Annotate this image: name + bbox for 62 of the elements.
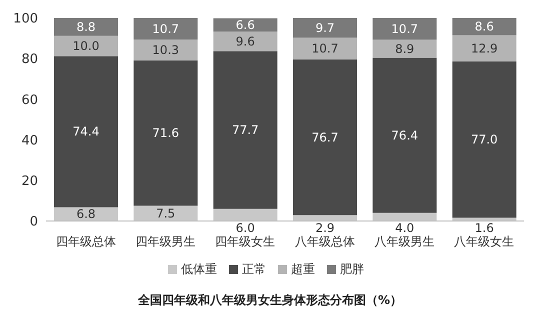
- data-label: 76.7: [312, 130, 338, 144]
- legend-label: 肥胖: [340, 261, 364, 278]
- x-tick-label: 四年级女生: [215, 234, 276, 249]
- x-tick-label: 四年级总体: [56, 234, 116, 249]
- data-label: 6.8: [76, 207, 96, 222]
- bar: [293, 38, 357, 60]
- x-tick-label: 八年级总体: [294, 234, 355, 249]
- data-label: 10.3: [152, 42, 180, 57]
- data-label: 9.6: [236, 34, 255, 48]
- bar: [134, 40, 198, 60]
- bar: [372, 40, 437, 58]
- data-label: 6.0: [236, 221, 255, 235]
- data-label: 8.6: [474, 20, 494, 34]
- data-label: 4.0: [395, 221, 414, 235]
- data-label: 10.7: [391, 22, 418, 36]
- legend-label: 正常: [242, 261, 266, 278]
- bar: [134, 60, 198, 206]
- bar: [134, 18, 198, 40]
- bar: [213, 18, 278, 32]
- data-label: 71.6: [152, 126, 180, 140]
- data-label: 10.0: [72, 39, 100, 54]
- data-label: 7.5: [156, 206, 176, 220]
- legend-label: 超重: [291, 261, 315, 278]
- y-tick-label: 0: [30, 214, 38, 230]
- x-tick-label: 八年级男生: [374, 234, 434, 249]
- data-label: 77.7: [232, 122, 259, 137]
- bar: [372, 212, 437, 221]
- y-tick-label: 60: [21, 92, 38, 108]
- bar: [452, 61, 516, 218]
- data-label: 10.7: [152, 22, 180, 36]
- data-label: 1.6: [474, 221, 494, 235]
- bar: [54, 56, 118, 208]
- bar: [452, 35, 516, 62]
- text: 全国四年级和八年级男女生身体形态分布图（%）: [136, 292, 404, 309]
- data-label: 8.8: [76, 20, 96, 34]
- y-tick-label: 20: [21, 174, 38, 190]
- bar: [213, 51, 278, 209]
- data-label: 2.9: [315, 221, 335, 235]
- bar: [293, 59, 357, 216]
- data-label: 12.9: [470, 41, 498, 56]
- bar: [293, 18, 357, 38]
- bar: [54, 18, 118, 36]
- data-label: 76.4: [391, 128, 418, 142]
- bar: [213, 32, 278, 52]
- data-label: 74.4: [72, 124, 100, 139]
- y-tick-label: 100: [13, 12, 38, 27]
- bar: [54, 36, 118, 56]
- y-tick-label: 40: [21, 133, 38, 148]
- bar: [372, 18, 437, 40]
- data-label: 10.7: [312, 42, 338, 56]
- x-tick-label: 八年级女生: [454, 234, 514, 249]
- bar: [213, 208, 278, 221]
- bar: [372, 58, 437, 213]
- legend-label: 低体重: [181, 261, 217, 278]
- x-tick-label: 四年级男生: [136, 234, 196, 249]
- bar: [293, 215, 357, 221]
- y-tick-label: 80: [21, 52, 38, 68]
- bar: [452, 18, 516, 36]
- data-label: 8.9: [395, 42, 414, 56]
- data-label: 6.6: [236, 18, 255, 32]
- data-label: 77.0: [470, 132, 498, 147]
- data-label: 9.7: [315, 20, 335, 35]
